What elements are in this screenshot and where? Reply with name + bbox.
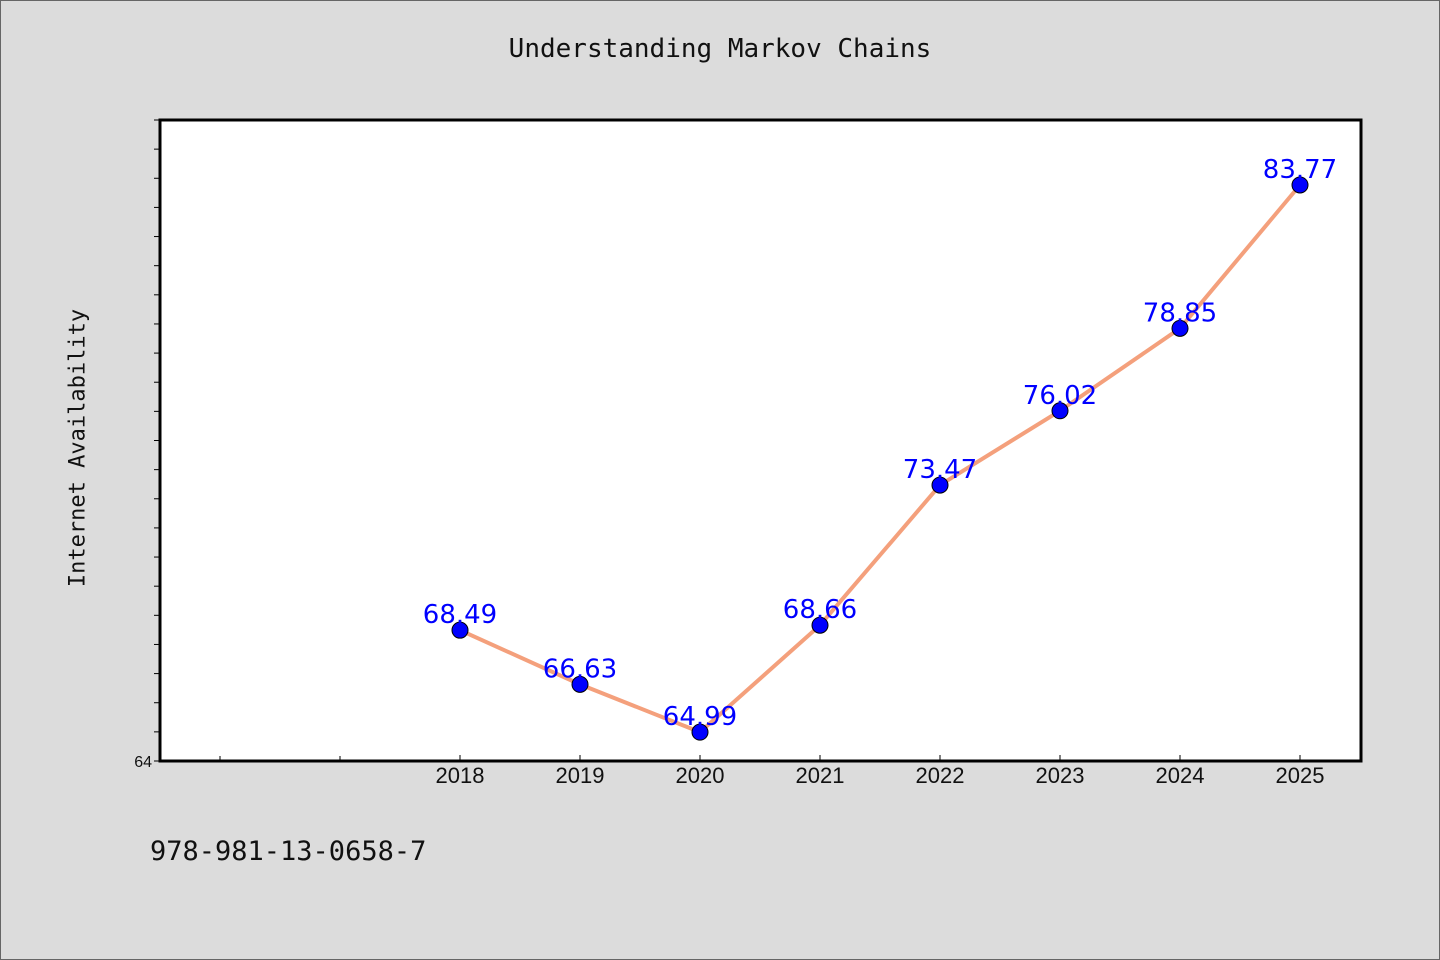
data-point: [451, 621, 469, 639]
x-axis-ticks: 2018 2019 2020 2021 2022 2023 2024 2025: [219, 755, 1325, 788]
data-label: 68.66: [783, 595, 857, 625]
series-line: [459, 183, 1302, 735]
data-label: 66.63: [543, 654, 617, 684]
data-label: 83.77: [1263, 155, 1337, 185]
data-label: 64.99: [663, 702, 737, 732]
data-point: [691, 723, 709, 741]
isbn-footer: 978-981-13-0658-7: [150, 836, 427, 867]
data-label: 68.49: [423, 600, 497, 630]
x-tick-label: 2025: [1276, 763, 1325, 788]
data-point: [931, 476, 949, 494]
data-point: [811, 616, 829, 634]
y-tick-label: 64: [134, 754, 152, 771]
x-tick-label: 2023: [1036, 763, 1085, 788]
data-point: [571, 675, 589, 693]
plot-area: [158, 118, 1363, 763]
data-label: 78.85: [1143, 298, 1217, 328]
data-label: 76.02: [1023, 381, 1097, 411]
x-tick-label: 2020: [676, 763, 725, 788]
x-tick-label: 2022: [916, 763, 965, 788]
chart-title: Understanding Markov Chains: [508, 34, 932, 64]
x-tick-label: 2021: [796, 763, 845, 788]
data-point: [1051, 402, 1069, 420]
y-axis-ticks: 64: [134, 119, 160, 771]
data-label: 73.47: [903, 455, 977, 485]
x-tick-label: 2024: [1156, 763, 1205, 788]
series-layer: 68.49 66.63 64.99 68.66 73.47 76.02 78.85 83.77: [423, 155, 1337, 741]
x-tick-label: 2019: [556, 763, 605, 788]
data-point: [1291, 176, 1309, 194]
data-point: [1171, 319, 1189, 337]
x-tick-label: 2018: [436, 763, 485, 788]
